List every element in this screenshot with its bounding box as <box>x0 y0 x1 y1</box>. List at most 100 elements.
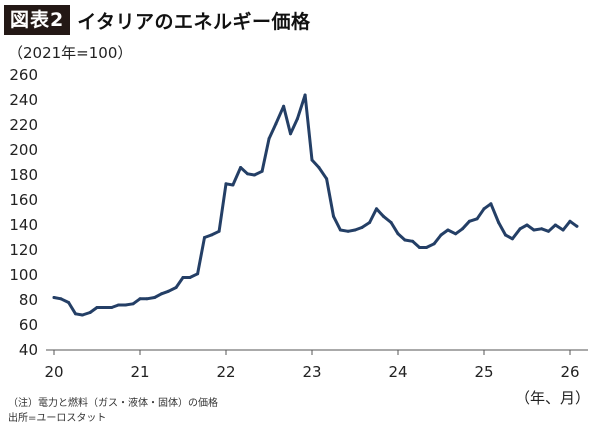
data-point <box>310 158 314 162</box>
data-point <box>489 202 493 206</box>
y-tick-label: 120 <box>9 241 38 259</box>
data-point <box>67 301 71 304</box>
data-point <box>411 239 415 243</box>
data-point <box>52 296 56 299</box>
data-point <box>575 224 579 228</box>
data-point <box>246 172 249 176</box>
data-point <box>553 223 557 227</box>
data-point <box>504 233 507 237</box>
data-point <box>174 286 178 289</box>
x-tick-label: 20 <box>44 363 63 381</box>
data-point <box>482 207 486 211</box>
data-point <box>353 228 357 232</box>
figure-header: 図表2 イタリアのエネルギー価格 <box>4 5 310 35</box>
data-point <box>138 297 142 301</box>
data-point <box>424 246 428 249</box>
figure-number-badge: 図表2 <box>4 5 71 35</box>
data-point <box>389 221 393 224</box>
footnote: （注）電力と燃料（ガス・液体・固体）の価格 <box>8 398 218 409</box>
data-point <box>282 104 286 108</box>
x-tick-label: 21 <box>130 363 149 381</box>
data-point <box>181 276 185 279</box>
y-axis-ticks: 40 60 80 100 120 140 160 180 200 220 240 260 <box>9 66 38 359</box>
data-point <box>381 214 385 218</box>
data-point <box>418 246 421 249</box>
data-point <box>532 228 536 232</box>
data-point <box>239 166 243 169</box>
data-point <box>59 297 63 301</box>
source-note: 出所=ユーロスタット <box>8 413 107 424</box>
data-point <box>475 217 479 221</box>
data-point <box>446 228 450 232</box>
y-tick-label: 220 <box>9 116 38 134</box>
data-point <box>224 182 228 186</box>
data-point <box>303 93 307 97</box>
data-point <box>145 297 149 301</box>
data-point <box>295 117 299 121</box>
data-point <box>568 219 572 223</box>
y-tick-label: 240 <box>9 91 38 109</box>
y-axis-unit-label: （2021年=100） <box>8 44 133 62</box>
data-point <box>252 173 256 177</box>
series-line <box>52 93 579 317</box>
data-point <box>325 177 329 181</box>
data-point <box>332 214 335 218</box>
data-point <box>497 221 501 224</box>
data-point <box>88 311 92 314</box>
y-tick-label: 200 <box>9 141 38 159</box>
x-tick-label: 26 <box>560 363 579 381</box>
data-point <box>80 313 84 317</box>
data-point <box>360 226 364 229</box>
data-point <box>289 132 292 136</box>
y-tick-label: 100 <box>9 266 38 284</box>
data-point <box>317 166 321 169</box>
data-point <box>461 227 464 231</box>
y-tick-label: 80 <box>19 291 38 309</box>
chart-title: イタリアのエネルギー価格 <box>77 10 311 33</box>
data-point <box>153 296 157 299</box>
data-point <box>525 223 529 227</box>
x-axis-ticks: 20 21 22 23 24 25 26 <box>44 350 580 381</box>
data-point <box>131 302 135 306</box>
data-point <box>166 289 170 293</box>
data-point <box>510 237 514 241</box>
data-point <box>102 306 106 309</box>
data-point <box>368 221 372 224</box>
data-point <box>260 169 264 173</box>
series-group <box>52 93 579 317</box>
data-point <box>123 303 127 307</box>
data-point <box>338 228 342 232</box>
x-tick-label: 23 <box>302 363 321 381</box>
x-tick-label: 25 <box>474 363 493 381</box>
data-point <box>209 233 213 237</box>
y-tick-label: 180 <box>9 166 38 184</box>
y-tick-label: 160 <box>9 191 38 209</box>
data-point <box>547 229 550 233</box>
x-tick-label: 22 <box>216 363 235 381</box>
data-point <box>267 137 271 141</box>
data-point <box>403 238 407 242</box>
data-point <box>160 292 163 296</box>
data-point <box>203 236 206 239</box>
data-point <box>74 312 77 316</box>
data-point <box>518 227 522 231</box>
data-point <box>439 233 443 237</box>
data-point <box>346 229 350 233</box>
data-point <box>217 229 221 233</box>
data-point <box>454 232 458 236</box>
data-point <box>467 219 471 223</box>
data-point <box>375 207 378 211</box>
y-tick-label: 140 <box>9 216 38 234</box>
data-point <box>188 276 192 279</box>
data-point <box>231 183 235 187</box>
data-point <box>95 306 99 309</box>
data-point <box>540 227 544 231</box>
data-point <box>432 242 436 246</box>
data-point <box>110 306 114 309</box>
data-point <box>561 228 565 232</box>
y-tick-label: 40 <box>19 341 38 359</box>
x-axis-unit-label: （年、月） <box>514 389 590 407</box>
y-tick-label: 60 <box>19 316 38 334</box>
data-point <box>117 303 120 307</box>
